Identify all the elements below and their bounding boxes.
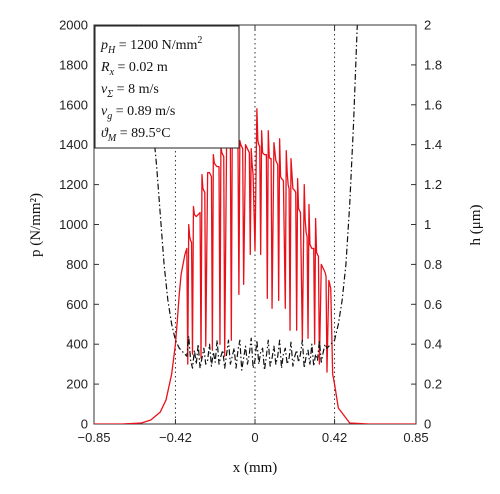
legend-2-value: = 0.02 m: [114, 60, 168, 75]
legend-box: pH = 1200 N/mm2 Rx = 0.02 m vΣ = 8 m/s v…: [94, 25, 240, 149]
series-layer: [94, 25, 416, 424]
right-y-axis-ticks: 0 0.2 0.4 0.6 0.8 1 1.2 1.4 1.6 1.8 2: [411, 18, 442, 432]
x-axis-label: x (mm): [233, 460, 278, 476]
pressure-p-line: [94, 108, 416, 424]
legend-entry-4: vg = 0.89 m/s: [101, 104, 175, 122]
right-y-tick-label: 1: [424, 217, 431, 232]
legend-4-value: = 0.89 m/s: [112, 104, 175, 119]
left-y-tick-label: 400: [66, 337, 88, 352]
right-y-tick-label: 1.4: [424, 137, 442, 152]
left-y-tick-label: 1000: [59, 217, 88, 232]
legend-3-sub: Σ: [106, 89, 113, 100]
right-y-tick-label: 0.4: [424, 337, 442, 352]
left-y-tick-label: 2000: [59, 18, 88, 33]
right-y-tick-label: 0.8: [424, 257, 442, 272]
legend-4-sub: g: [107, 111, 112, 122]
x-tick-label: 0.42: [322, 430, 347, 445]
legend-entry-3: vΣ = 8 m/s: [101, 82, 159, 100]
left-y-axis-ticks: 0 200 400 600 800 1000 1200 1400 1600 1800 2000: [59, 18, 99, 432]
right-y-tick-label: 2: [424, 18, 431, 33]
legend-5-symbol: ϑ: [101, 126, 109, 141]
legend-2-symbol: R: [100, 60, 110, 75]
legend-4-symbol: v: [101, 104, 108, 119]
left-y-tick-label: 0: [81, 417, 88, 432]
right-y-tick-label: 1.8: [424, 57, 442, 72]
left-y-tick-label: 600: [66, 297, 88, 312]
left-y-tick-label: 200: [66, 377, 88, 392]
legend-1-value: = 1200 N/mm: [115, 38, 197, 53]
left-y-tick-label: 800: [66, 257, 88, 272]
legend-3-value: = 8 m/s: [113, 82, 159, 97]
x-tick-label: 0: [251, 430, 258, 445]
film-thickness-h-line: [140, 25, 358, 371]
right-y-tick-label: 0.2: [424, 377, 442, 392]
right-y-tick-label: 0.6: [424, 297, 442, 312]
x-tick-label: −0.42: [159, 430, 192, 445]
right-y-tick-label: 0: [424, 417, 431, 432]
legend-frame: [94, 25, 240, 149]
x-axis-ticks: −0.85 −0.42 0 0.42 0.85: [78, 25, 429, 445]
legend-1-symbol: p: [100, 38, 108, 53]
left-y-tick-label: 1600: [59, 97, 88, 112]
legend-3-symbol: v: [101, 82, 108, 97]
legend-entry-5: ϑM = 89.5°C: [101, 126, 171, 144]
legend-1-sup: 2: [197, 35, 202, 46]
left-y-axis-label: p (N/mm²): [28, 193, 44, 257]
left-y-tick-label: 1400: [59, 137, 88, 152]
legend-1-sub: H: [107, 45, 116, 56]
legend-2-sub: x: [109, 67, 115, 78]
x-tick-label: −0.85: [78, 430, 111, 445]
left-y-tick-label: 1200: [59, 177, 88, 192]
x-tick-label: 0.85: [403, 430, 428, 445]
legend-5-value: = 89.5°C: [116, 126, 170, 141]
right-y-tick-label: 1.2: [424, 177, 442, 192]
legend-entry-2: Rx = 0.02 m: [100, 60, 168, 78]
legend-5-sub: M: [107, 133, 117, 144]
right-y-tick-label: 1.6: [424, 97, 442, 112]
right-y-axis-label: h (μm): [468, 205, 484, 246]
legend-entry-1: pH = 1200 N/mm2: [100, 35, 202, 56]
left-y-tick-label: 1800: [59, 57, 88, 72]
